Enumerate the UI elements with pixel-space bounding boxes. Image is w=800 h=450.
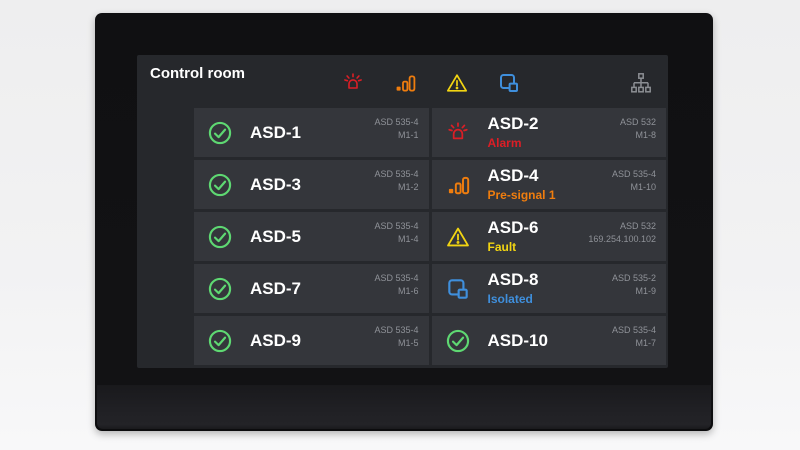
device-info: ASD 532 169.254.100.102 bbox=[588, 220, 656, 246]
device-tile[interactable]: ASD-8 Isolated ASD 535-2 M1-9 bbox=[431, 264, 666, 313]
device-address: 169.254.100.102 bbox=[588, 234, 656, 244]
device-tile-main: ASD-6 Fault bbox=[488, 218, 539, 255]
device-address: M1-6 bbox=[397, 286, 419, 296]
network-tree-icon[interactable] bbox=[629, 71, 653, 95]
device-address: M1-1 bbox=[397, 130, 419, 140]
isolated-filter-icon[interactable] bbox=[497, 71, 521, 95]
device-info: ASD 535-4 M1-2 bbox=[374, 168, 418, 194]
device-info: ASD 535-4 M1-5 bbox=[374, 324, 418, 350]
device-info: ASD 535-4 M1-7 bbox=[612, 324, 656, 350]
status-icon bbox=[207, 172, 233, 198]
device-model: ASD 535-4 bbox=[374, 221, 419, 231]
panel-screen: Control room bbox=[137, 55, 668, 368]
device-tile-main: ASD-4 Pre-signal 1 bbox=[488, 166, 556, 203]
status-icon bbox=[207, 328, 233, 354]
device-address: M1-9 bbox=[635, 286, 656, 296]
pre-signal-filter-icon[interactable] bbox=[393, 71, 417, 95]
device-tile-main: ASD-3 bbox=[250, 175, 301, 195]
device-tile[interactable]: ASD-3 ASD 535-4 M1-2 bbox=[194, 160, 429, 209]
device-tile[interactable]: ASD-10 ASD 535-4 M1-7 bbox=[431, 316, 666, 365]
device-info: ASD 535-4 M1-6 bbox=[374, 272, 418, 298]
device-grid: ASD-1 ASD 535-4 M1-1 ASD-2 Alarm ASD 532… bbox=[194, 108, 666, 365]
device-bezel-chin bbox=[97, 385, 711, 429]
device-address: M1-4 bbox=[397, 234, 419, 244]
device-model: ASD 535-4 bbox=[611, 325, 656, 335]
device-status-label: Fault bbox=[487, 240, 517, 254]
device-name: ASD-6 bbox=[487, 218, 539, 237]
device-model: ASD 532 bbox=[619, 117, 656, 127]
device-model: ASD 535-4 bbox=[374, 117, 419, 127]
device-tile-main: ASD-9 bbox=[250, 331, 301, 351]
page-title: Control room bbox=[150, 65, 245, 82]
device-info: ASD 535-2 M1-9 bbox=[612, 272, 656, 298]
alarm-filter-icon[interactable] bbox=[341, 71, 365, 95]
device-info: ASD 535-4 M1-1 bbox=[374, 116, 418, 142]
status-icon bbox=[445, 328, 471, 354]
device-tile-main: ASD-8 Isolated bbox=[488, 270, 539, 307]
device-tile-main: ASD-10 bbox=[488, 331, 548, 351]
device-tile-main: ASD-5 bbox=[250, 227, 301, 247]
device-info: ASD 535-4 M1-4 bbox=[374, 220, 418, 246]
status-icon bbox=[445, 224, 471, 250]
device-tile[interactable]: ASD-2 Alarm ASD 532 M1-8 bbox=[431, 108, 666, 157]
device-tile[interactable]: ASD-5 ASD 535-4 M1-4 bbox=[194, 212, 429, 261]
device-tile[interactable]: ASD-9 ASD 535-4 M1-5 bbox=[194, 316, 429, 365]
device-name: ASD-2 bbox=[487, 114, 539, 133]
status-icon bbox=[445, 172, 471, 198]
device-model: ASD 535-4 bbox=[611, 169, 656, 179]
device-tile-main: ASD-1 bbox=[250, 123, 301, 143]
device-name: ASD-9 bbox=[250, 330, 302, 350]
status-icon bbox=[207, 224, 233, 250]
device-info: ASD 532 M1-8 bbox=[620, 116, 656, 142]
status-icon bbox=[445, 276, 471, 302]
device-tile[interactable]: ASD-6 Fault ASD 532 169.254.100.102 bbox=[431, 212, 666, 261]
panel-device-frame: Control room bbox=[95, 13, 713, 431]
device-address: M1-8 bbox=[635, 130, 656, 140]
device-address: M1-10 bbox=[630, 182, 656, 192]
device-tile[interactable]: ASD-4 Pre-signal 1 ASD 535-4 M1-10 bbox=[431, 160, 666, 209]
status-filter-bar bbox=[341, 71, 521, 95]
device-name: ASD-3 bbox=[250, 174, 302, 194]
device-model: ASD 535-4 bbox=[374, 273, 419, 283]
device-tile-main: ASD-7 bbox=[250, 279, 301, 299]
device-name: ASD-5 bbox=[250, 226, 302, 246]
device-name: ASD-10 bbox=[487, 330, 548, 350]
device-info: ASD 535-4 M1-10 bbox=[612, 168, 656, 194]
status-icon bbox=[445, 120, 471, 146]
device-tile[interactable]: ASD-1 ASD 535-4 M1-1 bbox=[194, 108, 429, 157]
status-icon bbox=[207, 276, 233, 302]
device-model: ASD 535-4 bbox=[374, 169, 419, 179]
device-name: ASD-4 bbox=[487, 166, 539, 185]
device-model: ASD 535-4 bbox=[374, 325, 419, 335]
device-tile[interactable]: ASD-7 ASD 535-4 M1-6 bbox=[194, 264, 429, 313]
device-name: ASD-1 bbox=[250, 122, 302, 142]
device-status-label: Alarm bbox=[487, 136, 522, 150]
device-name: ASD-8 bbox=[487, 270, 539, 289]
device-address: M1-2 bbox=[397, 182, 419, 192]
device-address: M1-5 bbox=[397, 338, 419, 348]
status-icon bbox=[207, 120, 233, 146]
device-address: M1-7 bbox=[635, 338, 656, 348]
fault-filter-icon[interactable] bbox=[445, 71, 469, 95]
device-status-label: Isolated bbox=[487, 292, 533, 306]
device-name: ASD-7 bbox=[250, 278, 302, 298]
device-model: ASD 532 bbox=[619, 221, 656, 231]
device-status-label: Pre-signal 1 bbox=[487, 188, 556, 202]
device-tile-main: ASD-2 Alarm bbox=[488, 114, 539, 151]
device-model: ASD 535-2 bbox=[611, 273, 656, 283]
